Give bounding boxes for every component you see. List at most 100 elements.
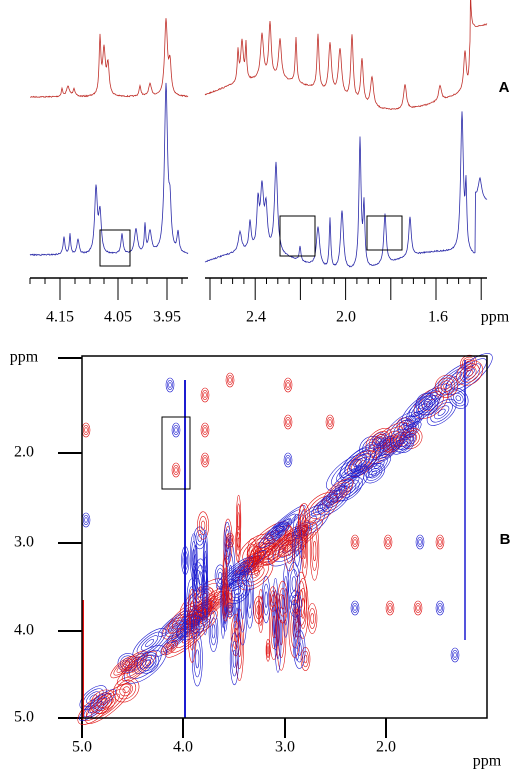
contour [350,534,360,550]
spectra [29,0,488,738]
contour [365,465,383,481]
contour [352,537,358,547]
highlight-box [366,215,403,251]
contour [200,452,210,468]
contour [233,627,238,643]
contour [325,481,350,503]
contour [116,661,130,673]
contour [417,537,423,547]
contour [85,683,132,724]
contour [237,566,248,646]
contour [225,372,235,388]
contour [270,590,276,608]
contour [452,650,458,660]
contour [437,408,446,416]
contour [83,693,112,718]
contour [140,635,159,651]
contour [319,492,339,509]
contour [113,658,133,676]
contour [450,647,460,663]
contour [225,536,229,553]
contour [385,600,395,616]
contour [302,650,309,668]
highlight-box [161,416,191,490]
contour [195,649,200,669]
contour [353,539,357,545]
contour [174,467,178,473]
spectrum [204,111,488,268]
contour [225,532,235,548]
contour [203,392,207,398]
contour [136,652,160,674]
contour [354,467,363,475]
tick-label: 2.0 [376,739,396,756]
contour [434,405,450,420]
contour [167,380,173,390]
contour [325,414,335,430]
contour [139,654,157,671]
contour [287,562,301,606]
contour [437,377,456,395]
contour [416,605,420,611]
contour [466,369,474,377]
contour [203,540,208,584]
contour [383,534,393,550]
contour [190,609,201,639]
contour [228,537,232,543]
contour [197,511,209,540]
contour [79,689,117,722]
contour [430,402,453,423]
contour [199,516,208,536]
contour [308,495,334,519]
contour [225,602,235,618]
contour [161,639,178,656]
contour [283,452,293,468]
contour [175,619,195,636]
contour [195,530,204,546]
contour [202,390,208,400]
contour [236,537,240,551]
contour [223,567,226,594]
contour [270,604,278,650]
contour [119,664,127,671]
contour [285,380,291,390]
contour [96,695,110,709]
contour [309,521,320,581]
contour [166,611,204,644]
contour [265,638,271,662]
contour [165,643,174,652]
contour [381,441,387,447]
contour [227,605,233,615]
contour [145,638,155,647]
contours [77,353,493,725]
contour [311,531,318,571]
contour [193,554,197,592]
contour [228,565,233,589]
panel-label: B [500,531,511,548]
contour [295,571,308,626]
contour [415,534,425,550]
contour [300,522,304,541]
contour [375,435,394,452]
contour [368,430,389,450]
tick-label: 3.0 [275,739,295,756]
contour [285,532,294,564]
contour [171,422,181,438]
contour [264,591,268,608]
contour [443,383,450,390]
contour [202,455,208,465]
contour [198,571,203,586]
contour [295,635,304,663]
contour [352,603,358,613]
contour [392,433,417,455]
contour [193,619,198,630]
contour [322,478,354,507]
contour [356,468,361,474]
contour [275,513,296,531]
contour [438,605,442,611]
contour [204,550,207,573]
contour [462,366,477,380]
contour [271,594,275,604]
contour [211,624,216,639]
contour [190,613,194,639]
